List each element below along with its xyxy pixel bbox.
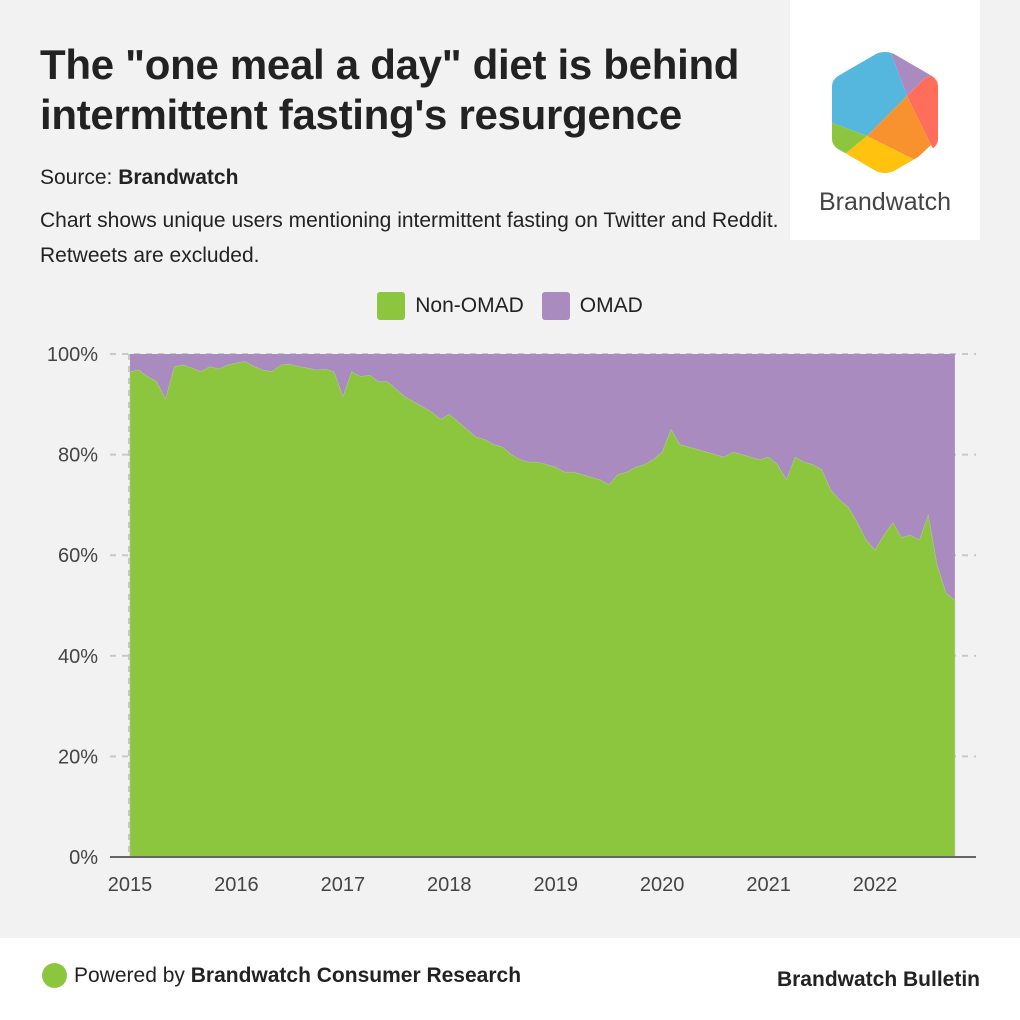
area-omad	[130, 354, 955, 601]
logo-segment-blue	[832, 52, 907, 136]
brandwatch-logo: Brandwatch	[790, 0, 980, 240]
y-tick-label: 0%	[69, 847, 98, 869]
legend-swatch-omad	[541, 292, 570, 320]
stacked-area-chart: 0% 20% 40% 60% 80% 100% 2015 2016 2017 2018 2019 20…	[47, 344, 976, 896]
logo-wordmark: Brandwatch	[818, 188, 952, 216]
green-dot-icon	[42, 963, 67, 988]
x-tick-label: 2016	[214, 874, 259, 896]
axes: 0% 20% 40% 60% 80% 100% 2015 2016 2017 2018 2019 20…	[47, 344, 976, 896]
powered-by: Powered by Brandwatch Consumer Research	[74, 964, 521, 988]
y-tick-label: 40%	[58, 646, 98, 668]
legend-label-omad: OMAD	[579, 294, 643, 317]
x-tick-label: 2020	[640, 874, 685, 896]
y-tick-label: 100%	[47, 344, 98, 366]
legend-item-non-omad[interactable]: Non-OMAD	[377, 292, 524, 320]
x-tick-label: 2021	[746, 874, 791, 896]
powered-name: Brandwatch Consumer Research	[190, 964, 522, 987]
chart-legend: Non-OMAD OMAD	[0, 292, 1020, 320]
x-tick-label: 2018	[427, 874, 472, 896]
footer: Powered by Brandwatch Consumer Research …	[0, 938, 1020, 1020]
chart-description: Chart shows unique users mentioning inte…	[40, 209, 779, 267]
chart-title: The "one meal a day" diet is behind inte…	[40, 41, 740, 138]
source-line: Source: Brandwatch	[40, 166, 238, 190]
source-name: Brandwatch	[118, 166, 239, 189]
area-layer	[129, 354, 956, 858]
legend-label-non-omad: Non-OMAD	[415, 294, 524, 317]
brandwatch-hexagon-icon	[832, 52, 938, 173]
y-tick-label: 80%	[58, 445, 98, 467]
x-tick-label: 2017	[321, 874, 366, 896]
source-label: Source:	[40, 166, 113, 189]
area-non-omad	[129, 361, 956, 858]
y-tick-label: 20%	[58, 746, 98, 768]
legend-swatch-non-omad	[377, 292, 406, 320]
footer-brand: Brandwatch Bulletin	[776, 968, 980, 991]
x-tick-label: 2019	[533, 874, 578, 896]
legend-item-omad[interactable]: OMAD	[541, 292, 643, 320]
logo-segment-red	[907, 72, 938, 160]
y-tick-label: 60%	[58, 545, 98, 567]
x-tick-label: 2015	[108, 874, 153, 896]
powered-prefix: Powered by	[74, 964, 185, 987]
x-tick-label: 2022	[853, 874, 898, 896]
